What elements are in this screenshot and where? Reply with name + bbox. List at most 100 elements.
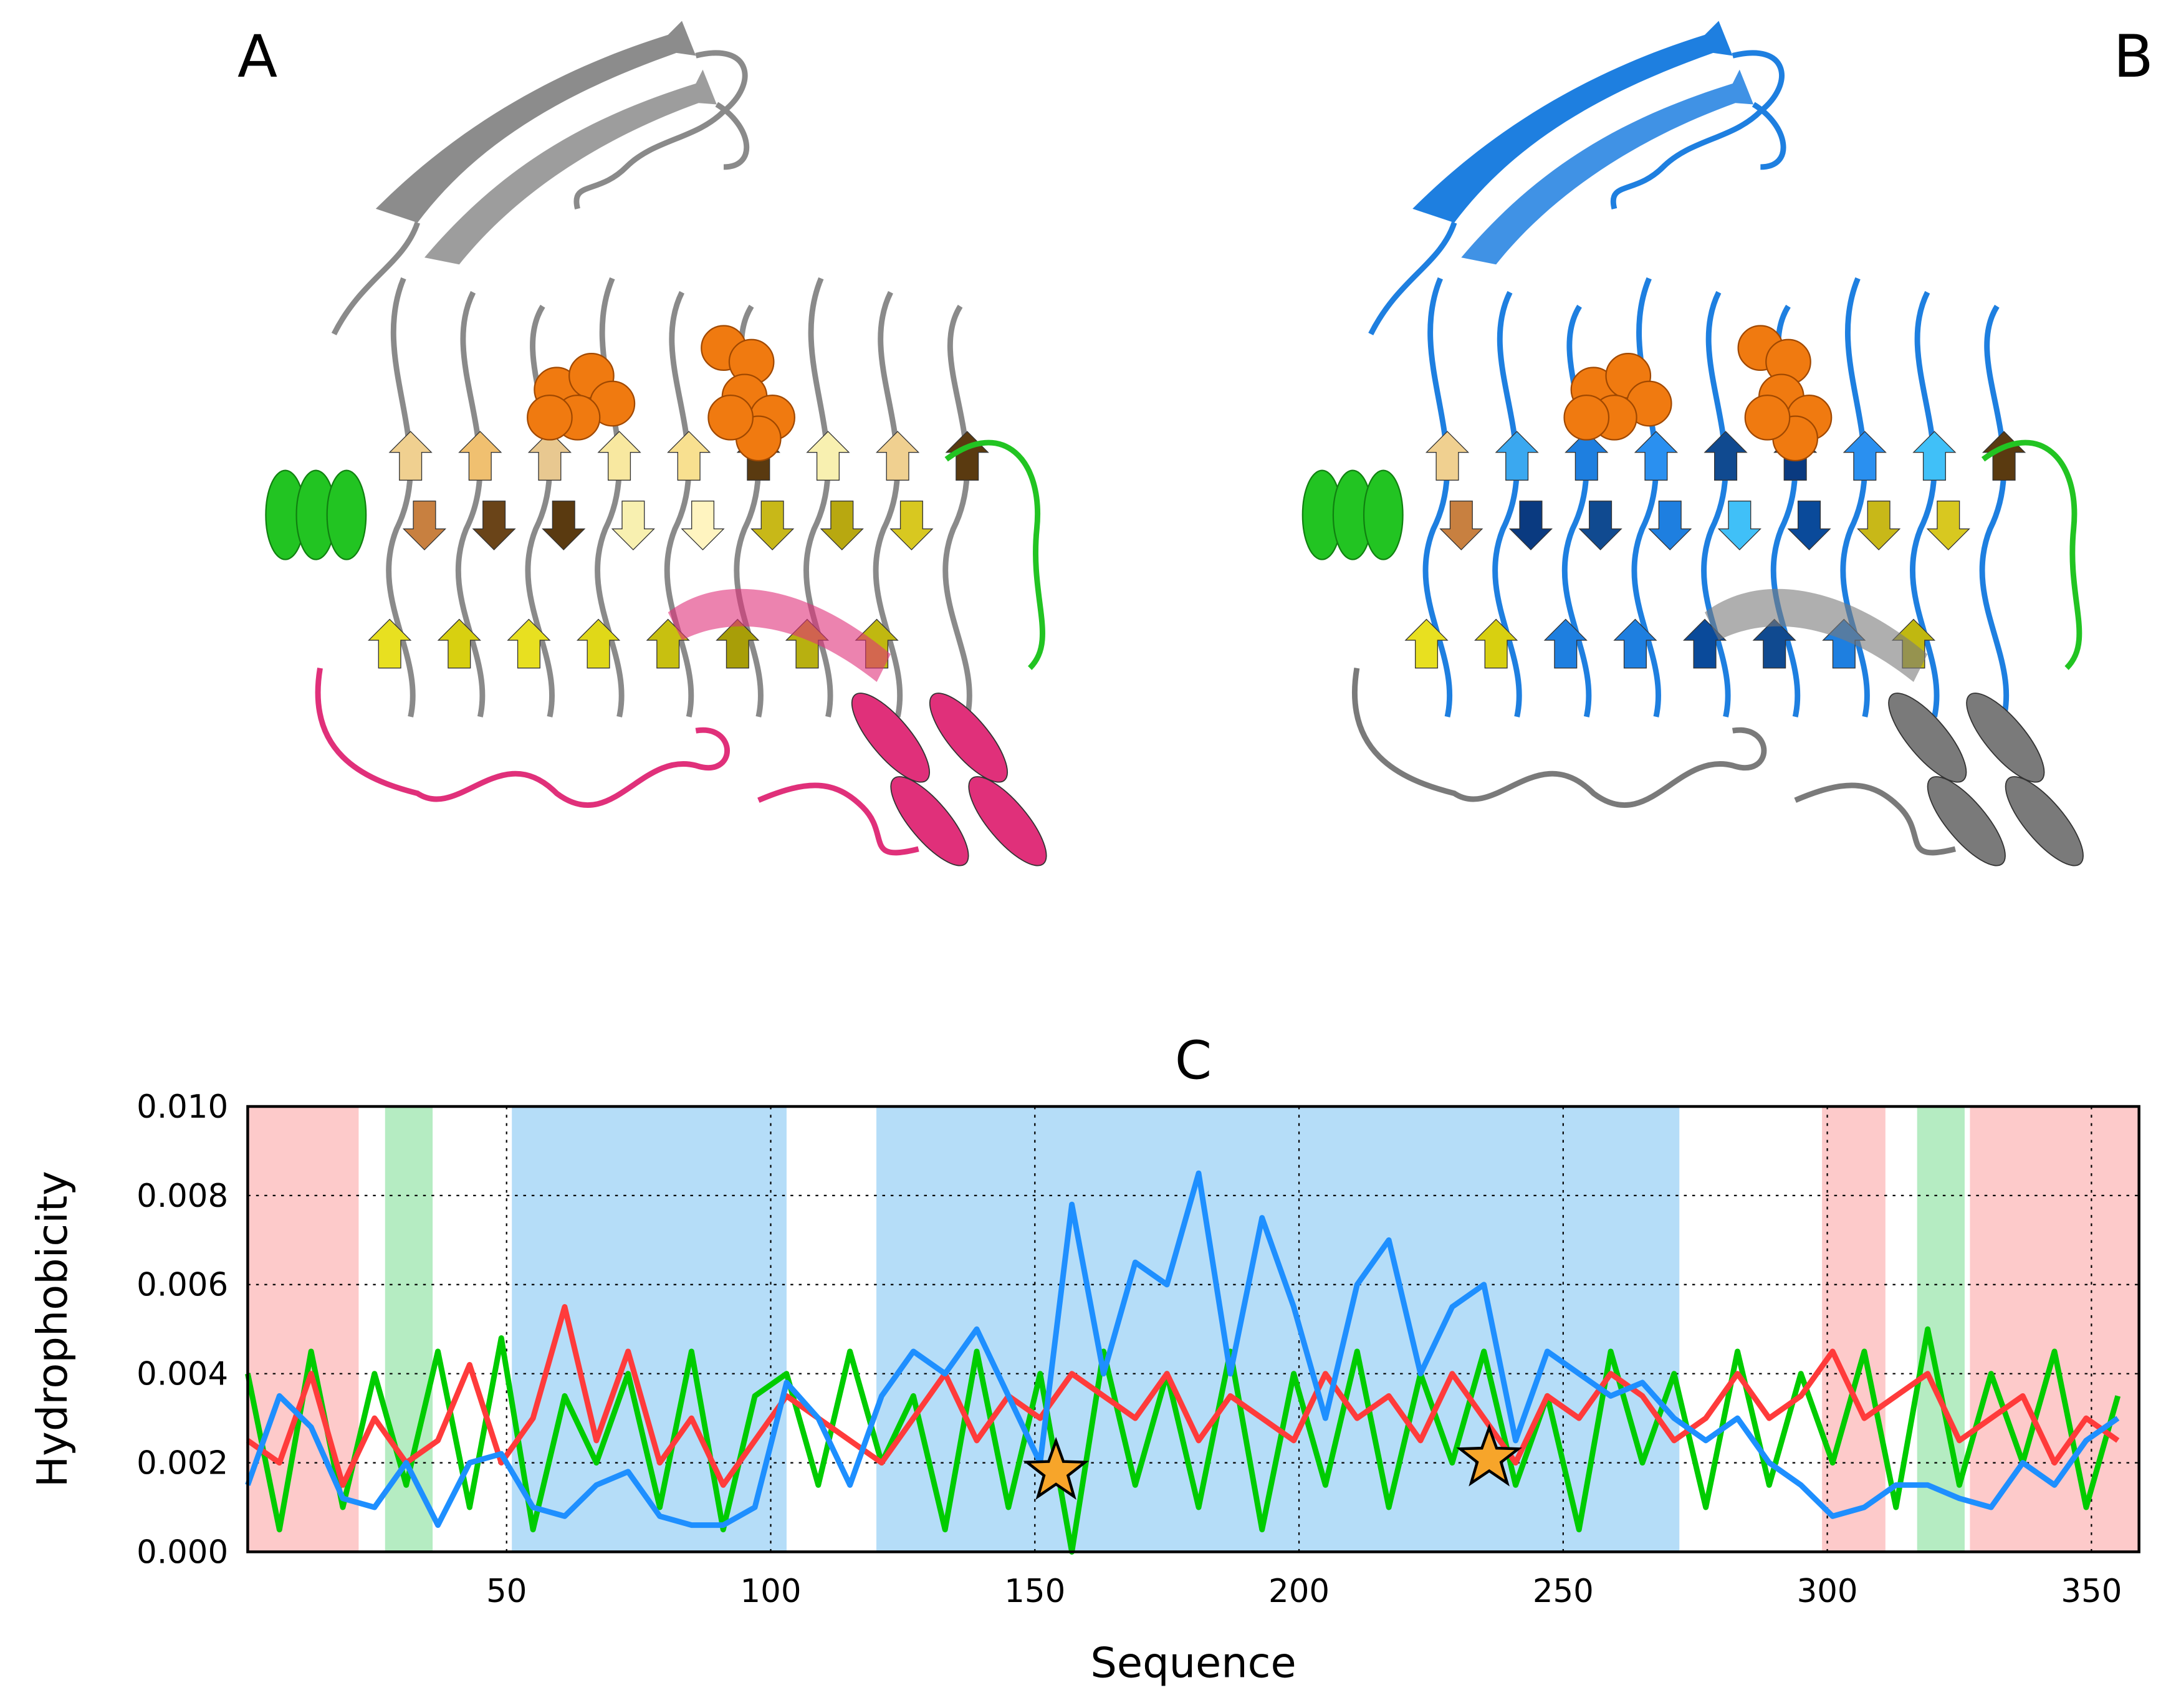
strand xyxy=(820,501,864,550)
y-tick-label: 0.006 xyxy=(137,1267,228,1304)
strand xyxy=(1425,431,1470,481)
x-tick-label: 350 xyxy=(2061,1573,2122,1610)
strand xyxy=(472,501,516,550)
y-tick-label: 0.000 xyxy=(137,1533,228,1571)
loop xyxy=(386,277,416,717)
loop xyxy=(1631,277,1661,717)
strand xyxy=(1495,431,1539,481)
series-line xyxy=(246,1304,2120,1488)
panel-label: B xyxy=(2114,23,2154,91)
y-tick-label: 0.008 xyxy=(137,1178,228,1215)
strand xyxy=(1752,618,1796,669)
ligand-atom xyxy=(527,394,573,441)
loop xyxy=(525,304,555,717)
strand xyxy=(1857,501,1901,550)
strand xyxy=(1404,618,1449,669)
star-marker xyxy=(1023,1437,1090,1500)
strand xyxy=(1787,501,1831,550)
y-tick-label: 0.004 xyxy=(137,1356,228,1393)
strand xyxy=(527,431,572,481)
star-marker xyxy=(1456,1423,1523,1487)
ligand-atom xyxy=(1563,394,1610,441)
strand xyxy=(806,431,850,481)
helix xyxy=(890,776,969,866)
loop xyxy=(1368,221,1457,335)
loop xyxy=(1840,277,1870,717)
region xyxy=(876,1106,1680,1552)
strand xyxy=(597,431,641,481)
chart-title: C xyxy=(1175,1030,1212,1091)
strand xyxy=(1613,618,1657,669)
y-axis-label: Hydrophobicity xyxy=(28,1171,77,1487)
strand xyxy=(507,618,551,669)
strand xyxy=(1843,431,1887,481)
strand xyxy=(1439,501,1483,550)
strand xyxy=(750,501,795,550)
region xyxy=(512,1106,787,1552)
loop xyxy=(757,782,919,856)
x-tick-label: 250 xyxy=(1533,1573,1594,1610)
x-tick-label: 200 xyxy=(1268,1573,1330,1610)
strand xyxy=(458,431,502,481)
y-tick-label: 0.002 xyxy=(137,1444,228,1482)
strand xyxy=(667,431,711,481)
loop xyxy=(803,277,833,717)
strand xyxy=(576,618,621,669)
strand xyxy=(611,501,655,550)
loop xyxy=(1979,304,2010,717)
sheet xyxy=(424,69,717,265)
helix xyxy=(1966,693,2045,783)
helix xyxy=(326,469,367,560)
protein-structure-a xyxy=(265,21,1047,866)
loop xyxy=(1422,277,1453,717)
strand xyxy=(368,618,412,669)
loop xyxy=(595,277,625,717)
strand xyxy=(681,501,725,550)
strand xyxy=(889,501,934,550)
chart: C Sequence Hydrophobicity 0.000 0.002 0.004 0.… xyxy=(28,1030,2140,1687)
helix xyxy=(929,693,1009,783)
x-tick-label: 300 xyxy=(1797,1573,1858,1610)
loop xyxy=(873,290,903,717)
sheet xyxy=(1461,69,1754,265)
loop xyxy=(331,221,421,335)
strand xyxy=(1717,501,1761,550)
helix xyxy=(1888,693,1967,783)
x-tick-label: 50 xyxy=(486,1573,527,1610)
x-tick-label: 150 xyxy=(1004,1573,1065,1610)
strand xyxy=(1648,501,1692,550)
loop xyxy=(455,290,486,717)
strand xyxy=(542,501,586,550)
loop xyxy=(315,667,731,808)
x-tick-label: 100 xyxy=(740,1573,801,1610)
helix xyxy=(1927,776,2006,866)
loop xyxy=(1610,50,1786,210)
loop xyxy=(573,50,750,210)
helix xyxy=(968,776,1047,866)
strand xyxy=(1474,618,1518,669)
helix xyxy=(668,588,891,683)
helix xyxy=(2005,776,2084,866)
strand xyxy=(388,431,433,481)
strand xyxy=(1704,431,1748,481)
loop xyxy=(944,439,1045,670)
helix xyxy=(1363,469,1404,560)
strand xyxy=(1912,431,1957,481)
strand xyxy=(716,618,760,669)
sheet xyxy=(1412,21,1733,223)
strand xyxy=(1926,501,1970,550)
strand xyxy=(437,618,481,669)
strand xyxy=(1508,501,1553,550)
strand xyxy=(1634,431,1679,481)
ligand-atom xyxy=(707,394,754,441)
sheet xyxy=(375,21,696,223)
strand xyxy=(1543,618,1588,669)
loop xyxy=(1701,290,1731,717)
loop xyxy=(942,304,972,717)
strand xyxy=(875,431,920,481)
panel-label: A xyxy=(237,23,277,91)
loop xyxy=(1981,439,2082,670)
loop xyxy=(1909,290,1940,717)
